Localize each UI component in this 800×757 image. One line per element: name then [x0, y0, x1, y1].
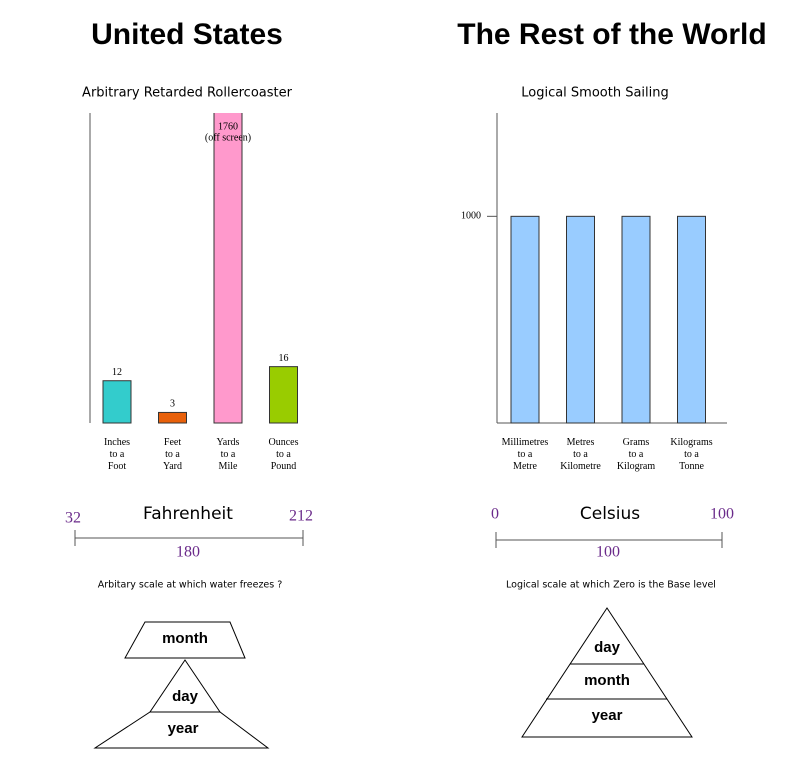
- value-label: 3: [170, 399, 175, 410]
- x-tick-label: Feet to a Yard: [163, 437, 182, 472]
- value-label: 12: [112, 367, 122, 378]
- triangle: [521, 607, 693, 738]
- annotation: (off screen): [205, 132, 251, 143]
- pyramid-right: day month year: [521, 607, 693, 738]
- x-tick-label: Metres to a Kilometre: [560, 437, 601, 472]
- trapezoid: [93, 711, 270, 749]
- x-tick-label: Inches to a Foot: [104, 437, 130, 472]
- bar-chart: Logical Smooth Sailing 1000 Millimetres to …: [461, 86, 727, 472]
- x-tick-label: Millimetres to a Metre: [502, 437, 549, 472]
- bar: [158, 411, 187, 424]
- x-tick-label: Kilograms to a Tonne: [670, 437, 712, 472]
- pyramid-label: month: [584, 672, 630, 689]
- chart-title: Arbitrary Retarded Rollercoaster: [82, 86, 293, 101]
- pyramid-label: day: [172, 688, 199, 705]
- pyramid-label: month: [162, 630, 208, 647]
- bar: [213, 113, 243, 424]
- value-label: 1760: [218, 121, 238, 132]
- bar-chart: Arbitrary Retarded Rollercoaster Inches to…: [82, 86, 299, 473]
- bar: [102, 380, 132, 424]
- scale-high: 100: [710, 506, 734, 523]
- bars: [102, 113, 298, 424]
- scale-left: 32 212 Fahrenheit 180 Arbitary scale at …: [65, 504, 313, 591]
- chart-title: Logical Smooth Sailing: [521, 86, 669, 101]
- scale-low: 32: [65, 510, 81, 527]
- pyramid-label: year: [592, 707, 623, 724]
- pyramid-label: year: [168, 720, 199, 737]
- scale-right: 0 100 Celsius 100 Logical scale at which…: [491, 504, 734, 591]
- bar: [510, 215, 540, 424]
- scale-name: Fahrenheit: [143, 504, 233, 524]
- x-tick-label: Yards to a Mile: [217, 437, 240, 472]
- x-tick-label: Ounces to a Pound: [269, 437, 299, 472]
- x-tick-label: Grams to a Kilogram: [617, 437, 656, 472]
- scale-caption: Logical scale at which Zero is the Base …: [506, 580, 716, 591]
- pyramid-left: month day year: [93, 621, 270, 749]
- bars: [510, 215, 706, 424]
- trapezoid: [124, 621, 246, 659]
- scale-span: 180: [176, 544, 200, 561]
- value-label: 16: [279, 353, 289, 364]
- bar: [621, 215, 651, 424]
- header: The Rest of the World: [457, 18, 766, 51]
- bar: [269, 366, 298, 424]
- scale-span: 100: [596, 544, 620, 561]
- pyramid-label: day: [594, 639, 621, 656]
- scale-high: 212: [289, 508, 313, 525]
- y-tick-label: 1000: [461, 211, 481, 222]
- scale-name: Celsius: [580, 504, 640, 524]
- scale-low: 0: [491, 506, 499, 523]
- bar: [677, 215, 706, 424]
- scale-caption: Arbitary scale at which water freezes ?: [98, 580, 283, 591]
- bar: [566, 215, 595, 424]
- header: United States: [91, 18, 283, 51]
